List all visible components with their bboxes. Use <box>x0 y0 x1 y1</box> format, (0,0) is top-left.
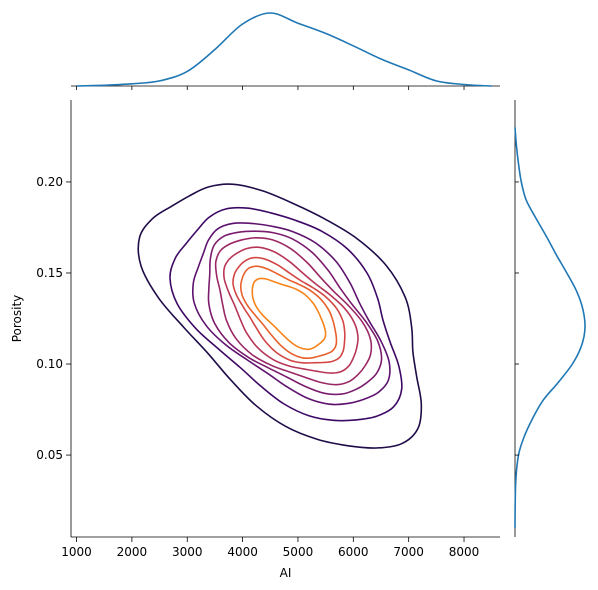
kde-contour-level-8 <box>239 265 338 360</box>
kde-contour-level-4 <box>207 230 383 396</box>
kde-contour-level-6 <box>222 246 359 374</box>
x-tick-label: 1000 <box>61 545 92 559</box>
kde-contour-level-1 <box>137 183 423 449</box>
y-marginal-density-curve <box>514 127 586 528</box>
top-marginal-plot <box>71 12 500 87</box>
right-marginal-plot <box>514 100 586 537</box>
kde-contour-level-2 <box>169 206 403 422</box>
y-tick-label: 0.05 <box>36 448 63 462</box>
y-tick-label: 0.20 <box>36 175 63 189</box>
y-axis-label: Porosity <box>10 295 24 343</box>
x-axis-ticks: 1000 2000 3000 4000 5000 6000 7000 8000 <box>61 537 479 559</box>
y-axis-ticks: 0.05 0.10 0.15 0.20 <box>36 175 71 462</box>
kde-contour-level-3 <box>191 222 391 406</box>
top-marginal-ticks <box>76 86 465 90</box>
x-tick-label: 3000 <box>172 545 203 559</box>
kde-contour-level-7 <box>232 256 346 364</box>
kde-contour-level-5 <box>214 236 373 386</box>
x-tick-label: 4000 <box>227 545 258 559</box>
kde-contour-group <box>137 183 423 449</box>
x-tick-label: 7000 <box>393 545 424 559</box>
y-tick-label: 0.15 <box>36 266 63 280</box>
x-tick-label: 5000 <box>283 545 314 559</box>
joint-plot-area: 1000 2000 3000 4000 5000 6000 7000 8000 0.05 0.1… <box>10 86 500 580</box>
x-marginal-density-curve <box>76 12 492 87</box>
right-marginal-ticks <box>515 181 519 456</box>
x-tick-label: 8000 <box>449 545 480 559</box>
y-tick-label: 0.10 <box>36 357 63 371</box>
x-axis-label: AI <box>280 566 292 580</box>
kde-contour-level-9 <box>251 277 327 351</box>
x-tick-label: 2000 <box>117 545 148 559</box>
x-tick-label: 6000 <box>338 545 369 559</box>
